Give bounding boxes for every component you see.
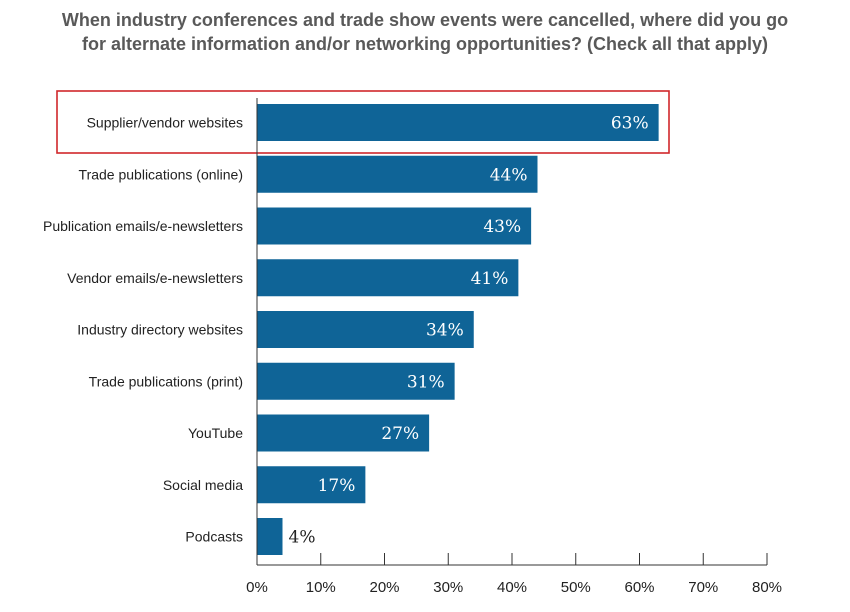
chart-title-line-1: When industry conferences and trade show… xyxy=(61,10,789,30)
chart-title-line-2: for alternate information and/or network… xyxy=(81,34,769,54)
bar-0 xyxy=(257,104,659,141)
value-label-1: 44% xyxy=(490,165,528,185)
x-tick-label-1: 10% xyxy=(306,579,336,596)
category-label-2: Publication emails/e-newsletters xyxy=(43,218,243,234)
category-label-5: Trade publications (print) xyxy=(89,373,243,389)
category-label-7: Social media xyxy=(163,477,243,493)
value-label-8: 4% xyxy=(289,528,316,548)
x-tick-label-6: 60% xyxy=(624,579,654,596)
bar-7 xyxy=(257,466,366,504)
bar-2 xyxy=(257,207,532,245)
bar-8 xyxy=(257,518,283,555)
category-label-1: Trade publications (online) xyxy=(79,166,243,182)
category-label-6: YouTube xyxy=(188,425,243,441)
value-label-2: 43% xyxy=(483,217,521,237)
x-tick-label-2: 20% xyxy=(369,579,399,596)
value-label-4: 34% xyxy=(426,321,464,341)
bar-3 xyxy=(257,259,519,297)
bar-1 xyxy=(257,155,538,193)
value-label-5: 31% xyxy=(407,372,445,392)
category-label-0: Supplier/vendor websites xyxy=(87,115,243,131)
x-tick-label-0: 0% xyxy=(246,579,268,596)
bar-5 xyxy=(257,362,455,400)
x-tick-label-5: 50% xyxy=(561,579,591,596)
category-label-4: Industry directory websites xyxy=(77,322,243,338)
value-label-3: 41% xyxy=(471,269,509,289)
x-tick-label-3: 30% xyxy=(433,579,463,596)
x-tick-label-4: 40% xyxy=(497,579,527,596)
value-label-0: 63% xyxy=(611,114,649,134)
x-tick-label-8: 80% xyxy=(752,579,782,596)
category-label-8: Podcasts xyxy=(185,529,243,545)
highlight-box xyxy=(56,90,670,154)
bar-6 xyxy=(257,414,430,452)
x-tick-label-7: 70% xyxy=(688,579,718,596)
value-label-7: 17% xyxy=(318,476,356,496)
chart-title: When industry conferences and trade show… xyxy=(0,8,850,56)
value-label-6: 27% xyxy=(381,424,419,444)
category-label-3: Vendor emails/e-newsletters xyxy=(67,270,243,286)
bar-4 xyxy=(257,311,474,348)
